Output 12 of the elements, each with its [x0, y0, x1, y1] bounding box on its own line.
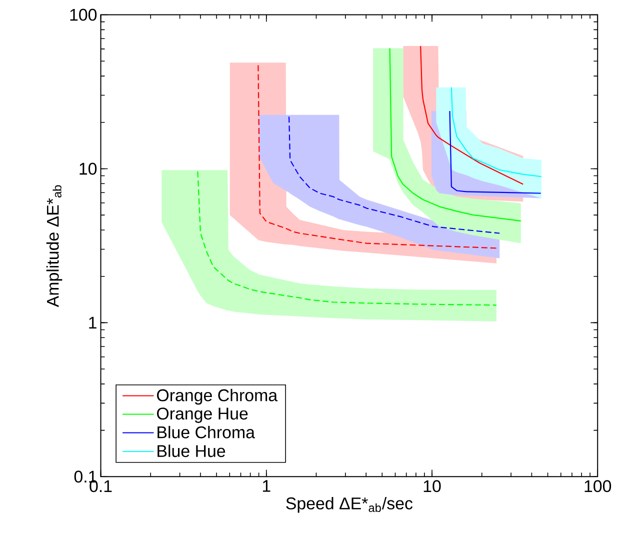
x-tick-label: 1 — [262, 480, 270, 492]
y-tick-label: 100 — [70, 8, 97, 21]
legend-label: Orange Hue — [157, 408, 248, 424]
y-tick-label: 10 — [80, 162, 97, 175]
y-tick-label: 1 — [89, 316, 96, 329]
legend-label: Blue Hue — [158, 444, 226, 458]
legend-label: Orange Chroma — [157, 388, 278, 405]
x-tick-label: 100 — [584, 480, 612, 492]
legend-label: Blue Chroma — [158, 426, 255, 438]
x-axis-title: Speed ΔE*$_{ab}$/sec — [286, 497, 413, 513]
x-tick-label: 10 — [424, 480, 441, 492]
y-axis-title: Amplitude ΔE*$_{ab}$ — [46, 185, 62, 308]
